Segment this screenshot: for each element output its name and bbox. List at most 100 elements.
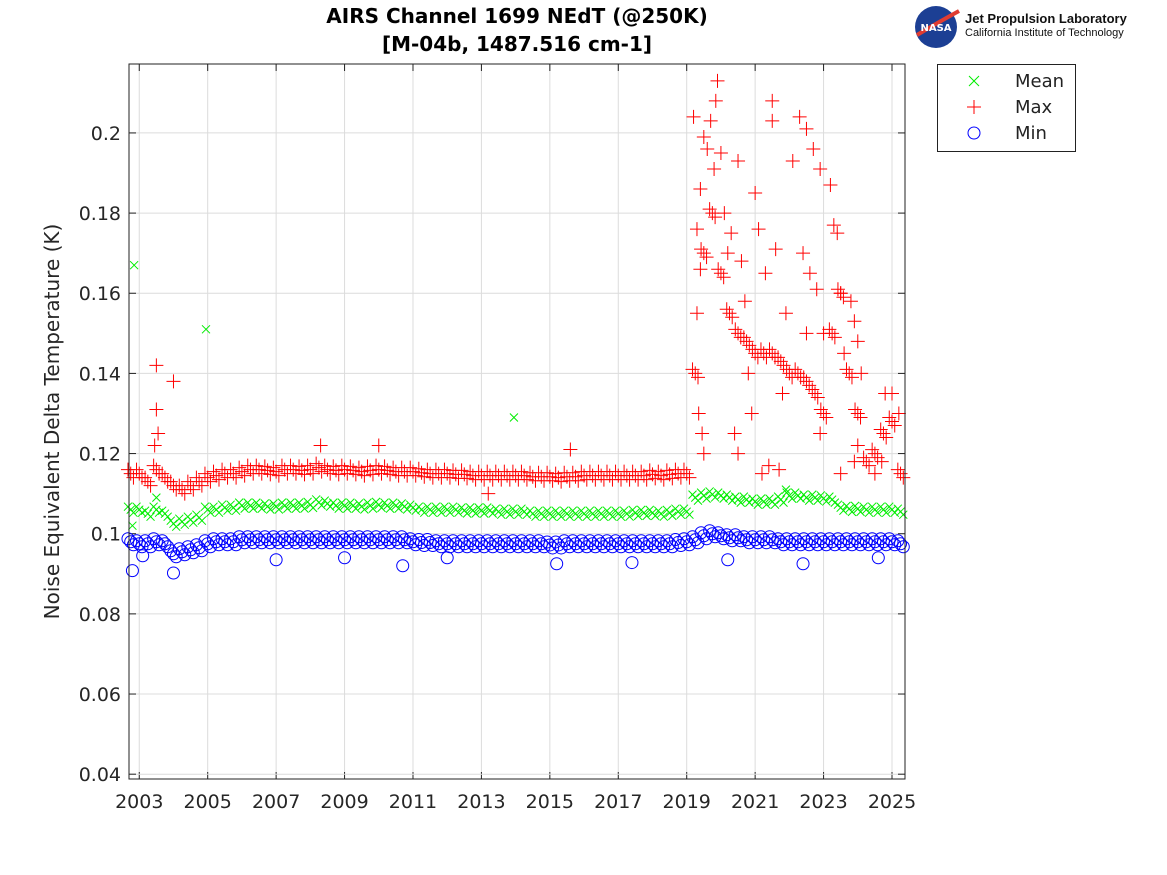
max-marker — [143, 478, 158, 493]
mean-marker — [171, 522, 181, 532]
mean-marker — [201, 324, 211, 334]
legend-item-mean: Mean — [938, 69, 1075, 95]
max-marker — [765, 93, 780, 108]
y-tick-label: 0.08 — [79, 604, 121, 626]
max-marker — [823, 178, 838, 193]
max-marker — [830, 226, 845, 241]
min-marker — [588, 540, 602, 554]
max-marker — [790, 366, 805, 381]
min-marker — [871, 538, 885, 552]
mean-marker — [402, 505, 412, 514]
min-marker — [238, 536, 252, 550]
max-marker — [548, 466, 563, 481]
x-tick-label: 2009 — [320, 791, 368, 813]
max-marker — [371, 462, 386, 477]
min-marker — [879, 538, 893, 552]
max-marker — [517, 468, 532, 483]
min-marker — [862, 538, 876, 552]
min-marker — [417, 539, 431, 553]
max-marker — [802, 378, 817, 393]
mean-marker — [781, 485, 791, 494]
min-marker — [375, 536, 389, 550]
min-marker — [563, 540, 577, 554]
mean-marker — [821, 497, 831, 506]
max-marker — [837, 346, 852, 361]
max-marker — [132, 466, 147, 481]
mean-marker — [163, 512, 173, 522]
max-marker — [694, 242, 709, 257]
min-marker — [125, 564, 139, 578]
max-marker — [689, 306, 704, 321]
max-marker — [731, 446, 746, 461]
y-tick-label: 0.18 — [79, 203, 121, 225]
max-marker — [454, 463, 469, 478]
min-marker — [794, 538, 808, 552]
min-marker — [888, 538, 902, 552]
max-marker — [200, 470, 215, 485]
max-marker — [725, 310, 740, 325]
min-marker — [721, 553, 735, 567]
min-marker — [625, 556, 639, 570]
max-marker — [651, 464, 666, 479]
mean-marker — [573, 512, 583, 522]
max-marker — [648, 471, 663, 486]
max-marker — [682, 470, 697, 485]
max-marker — [808, 386, 823, 401]
mean-marker — [873, 508, 882, 518]
max-marker — [859, 454, 874, 469]
min-marker — [126, 538, 140, 552]
min-marker — [854, 538, 868, 552]
y-tick-label: 0.14 — [79, 363, 121, 385]
mean-marker — [471, 509, 480, 518]
max-marker — [519, 472, 534, 487]
mean-marker — [599, 512, 609, 522]
min-marker — [396, 559, 410, 573]
max-marker — [813, 162, 828, 177]
min-marker — [349, 536, 363, 550]
max-marker — [306, 466, 321, 481]
max-marker — [827, 330, 842, 345]
min-marker — [406, 535, 420, 549]
max-marker — [720, 246, 735, 261]
min-marker — [614, 540, 628, 554]
mean-marker — [360, 505, 369, 514]
mean-marker — [197, 516, 207, 526]
max-marker — [856, 450, 871, 465]
max-marker — [138, 470, 153, 485]
max-marker — [711, 262, 726, 277]
min-marker — [246, 536, 260, 550]
max-marker — [636, 468, 651, 483]
max-marker — [656, 472, 671, 487]
max-marker — [313, 438, 328, 453]
mean-marker — [505, 510, 515, 520]
mean-marker — [300, 504, 309, 514]
legend-item-min: Min — [938, 121, 1075, 147]
min-marker — [623, 540, 637, 554]
max-marker — [844, 370, 859, 385]
max-marker — [634, 464, 649, 479]
max-marker — [771, 350, 786, 365]
circle-marker-icon — [967, 126, 981, 140]
max-marker — [348, 467, 363, 482]
mean-marker — [129, 508, 138, 518]
min-marker — [819, 538, 833, 552]
max-marker — [405, 464, 420, 479]
max-marker — [702, 202, 717, 217]
max-marker — [571, 473, 586, 488]
max-marker — [186, 482, 201, 497]
max-marker — [737, 294, 752, 309]
max-marker — [311, 460, 326, 475]
mean-marker — [223, 506, 232, 516]
max-marker — [833, 286, 848, 301]
x-tick-label: 2007 — [252, 791, 300, 813]
max-marker — [813, 402, 828, 417]
max-marker — [565, 465, 580, 480]
mean-marker — [702, 494, 711, 503]
min-marker — [597, 540, 611, 554]
min-marker — [440, 551, 454, 565]
mean-marker — [351, 504, 361, 514]
max-marker — [157, 470, 172, 485]
x-tick-label: 2023 — [799, 791, 847, 813]
mean-marker — [509, 413, 519, 422]
min-marker — [734, 534, 748, 548]
